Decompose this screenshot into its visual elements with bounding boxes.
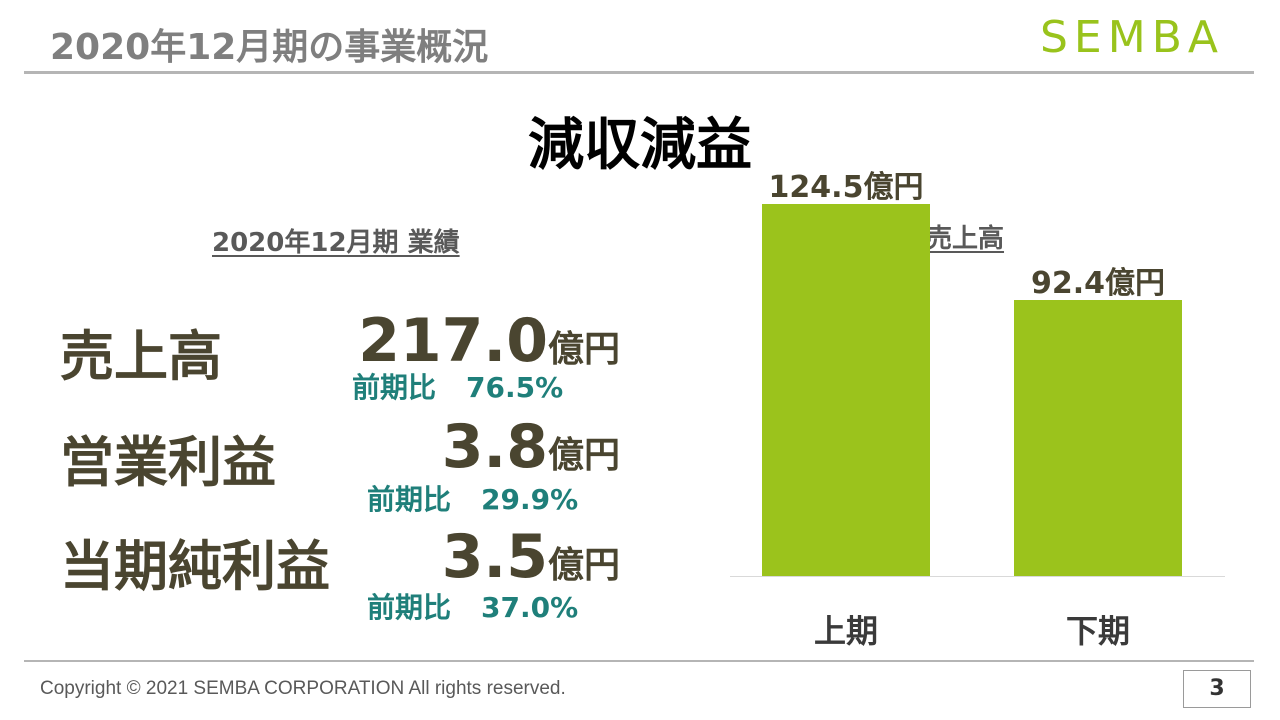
yoy-net-income: 前期比 37.0% [367,586,578,626]
semba-logo: SEMBA [1040,12,1224,63]
copyright-text: Copyright © 2021 SEMBA CORPORATION All r… [40,678,566,699]
headline: 減収減益 [528,113,752,178]
metric-number: 3.8 [441,412,548,482]
yoy-value: 76.5% [466,371,564,404]
bar-second-half [1014,300,1182,576]
bar-first-half [762,204,930,576]
metric-unit: 億円 [547,435,620,476]
yoy-label: 前期比 [367,483,452,516]
metric-number: 217.0 [358,306,548,376]
metric-value-sales: 217.0億円 [358,306,620,376]
metric-label-net-income: 当期純利益 [60,535,330,598]
chart-baseline [730,576,1225,577]
yoy-label: 前期比 [352,371,437,404]
page-title: 2020年12月期の事業概況 [50,27,489,68]
bar-data-label: 92.4億円 [1030,266,1166,302]
metric-label-sales: 売上高 [60,325,222,388]
yoy-label: 前期比 [367,591,452,624]
category-label: 下期 [1065,612,1130,650]
yoy-operating-income: 前期比 29.9% [367,478,578,518]
metric-number: 3.5 [441,522,548,592]
metric-unit: 億円 [547,545,620,586]
category-label: 上期 [813,612,878,650]
metric-value-operating-income: 3.8億円 [442,412,620,482]
results-title: 2020年12月期 業績 [212,228,460,258]
page-number: 3 [1183,670,1251,708]
header-divider [24,71,1254,74]
footer-divider [24,660,1254,662]
metric-unit: 億円 [547,329,620,370]
yoy-value: 37.0% [481,591,579,624]
chart-title: 半期別売上高 [848,224,1005,254]
yoy-sales: 前期比 76.5% [352,366,563,406]
metric-label-operating-income: 営業利益 [60,431,276,494]
metric-value-net-income: 3.5億円 [442,522,620,592]
yoy-value: 29.9% [481,483,579,516]
